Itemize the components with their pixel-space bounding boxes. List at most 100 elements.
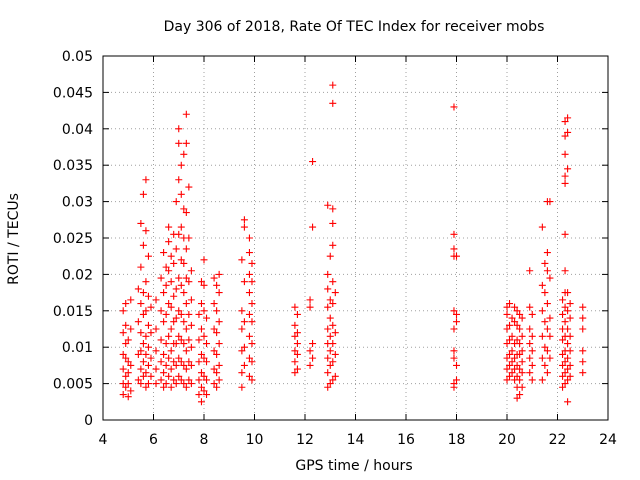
data-point — [139, 372, 147, 380]
data-point — [215, 340, 223, 348]
data-point — [245, 354, 253, 362]
data-point — [559, 361, 567, 369]
data-point — [172, 198, 180, 206]
data-point — [238, 307, 246, 315]
x-tick-label: 16 — [397, 432, 415, 448]
data-point — [175, 274, 183, 282]
data-point — [329, 340, 337, 348]
data-point — [238, 256, 246, 264]
data-point — [331, 329, 339, 337]
data-point — [508, 369, 516, 377]
data-point — [215, 361, 223, 369]
x-tick-label: 18 — [448, 432, 466, 448]
data-point — [195, 310, 203, 318]
x-tick-labels: 4 6 8 10 12 14 16 18 20 22 24 — [99, 432, 617, 448]
data-points — [119, 81, 587, 406]
data-point — [579, 347, 587, 355]
data-point — [167, 303, 175, 311]
data-point — [329, 219, 337, 227]
data-point — [326, 380, 334, 388]
data-point — [124, 358, 132, 366]
data-point — [248, 259, 256, 267]
data-point — [185, 183, 193, 191]
data-point — [172, 380, 180, 388]
data-point — [561, 230, 569, 238]
data-point — [518, 383, 526, 391]
data-point — [144, 252, 152, 260]
data-point — [160, 350, 168, 358]
data-point — [245, 372, 253, 380]
data-point — [559, 372, 567, 380]
data-point — [508, 347, 516, 355]
y-tick-label: 0 — [84, 413, 93, 429]
data-point — [511, 354, 519, 362]
data-point — [248, 318, 256, 326]
data-point — [561, 118, 569, 126]
data-point — [210, 325, 218, 333]
data-point — [175, 372, 183, 380]
data-point — [516, 310, 524, 318]
data-point — [503, 325, 511, 333]
data-point — [518, 347, 526, 355]
data-point — [324, 201, 332, 209]
data-point — [119, 307, 127, 315]
data-point — [185, 234, 193, 242]
data-point — [564, 165, 572, 173]
data-point — [240, 278, 248, 286]
data-point — [561, 172, 569, 180]
data-point — [503, 376, 511, 384]
data-point — [546, 314, 554, 322]
x-tick-label: 14 — [347, 432, 365, 448]
data-point — [170, 318, 178, 326]
data-point — [137, 263, 145, 271]
data-point — [561, 267, 569, 275]
data-point — [172, 340, 180, 348]
data-point — [329, 300, 337, 308]
data-point — [516, 365, 524, 373]
data-point — [309, 340, 317, 348]
data-point — [172, 361, 180, 369]
data-point — [167, 252, 175, 260]
data-point — [203, 391, 211, 399]
data-point — [182, 245, 190, 253]
data-point — [564, 354, 572, 362]
data-point — [182, 274, 190, 282]
data-point — [450, 380, 458, 388]
data-point — [165, 223, 173, 231]
data-point — [245, 289, 253, 297]
data-point — [203, 358, 211, 366]
data-point — [513, 321, 521, 329]
data-point — [566, 372, 574, 380]
data-point — [306, 361, 314, 369]
data-point — [160, 318, 168, 326]
data-point — [293, 340, 301, 348]
data-point — [195, 336, 203, 344]
data-point — [200, 256, 208, 264]
data-point — [326, 296, 334, 304]
data-point — [160, 383, 168, 391]
data-point — [564, 128, 572, 136]
data-point — [528, 332, 536, 340]
data-point — [324, 325, 332, 333]
data-point — [213, 281, 221, 289]
data-point — [182, 365, 190, 373]
data-point — [175, 125, 183, 133]
data-point — [162, 310, 170, 318]
data-point — [518, 358, 526, 366]
data-point — [453, 318, 460, 326]
data-point — [291, 303, 299, 311]
data-point — [200, 387, 208, 395]
data-point — [137, 365, 145, 373]
data-point — [195, 391, 203, 399]
data-point — [119, 350, 127, 358]
data-point — [180, 289, 188, 297]
data-point — [210, 365, 218, 373]
data-point — [508, 314, 516, 322]
data-point — [248, 358, 256, 366]
data-point — [200, 372, 208, 380]
data-point — [506, 336, 514, 344]
data-point — [240, 223, 248, 231]
data-point — [180, 380, 188, 388]
data-point — [561, 150, 569, 158]
